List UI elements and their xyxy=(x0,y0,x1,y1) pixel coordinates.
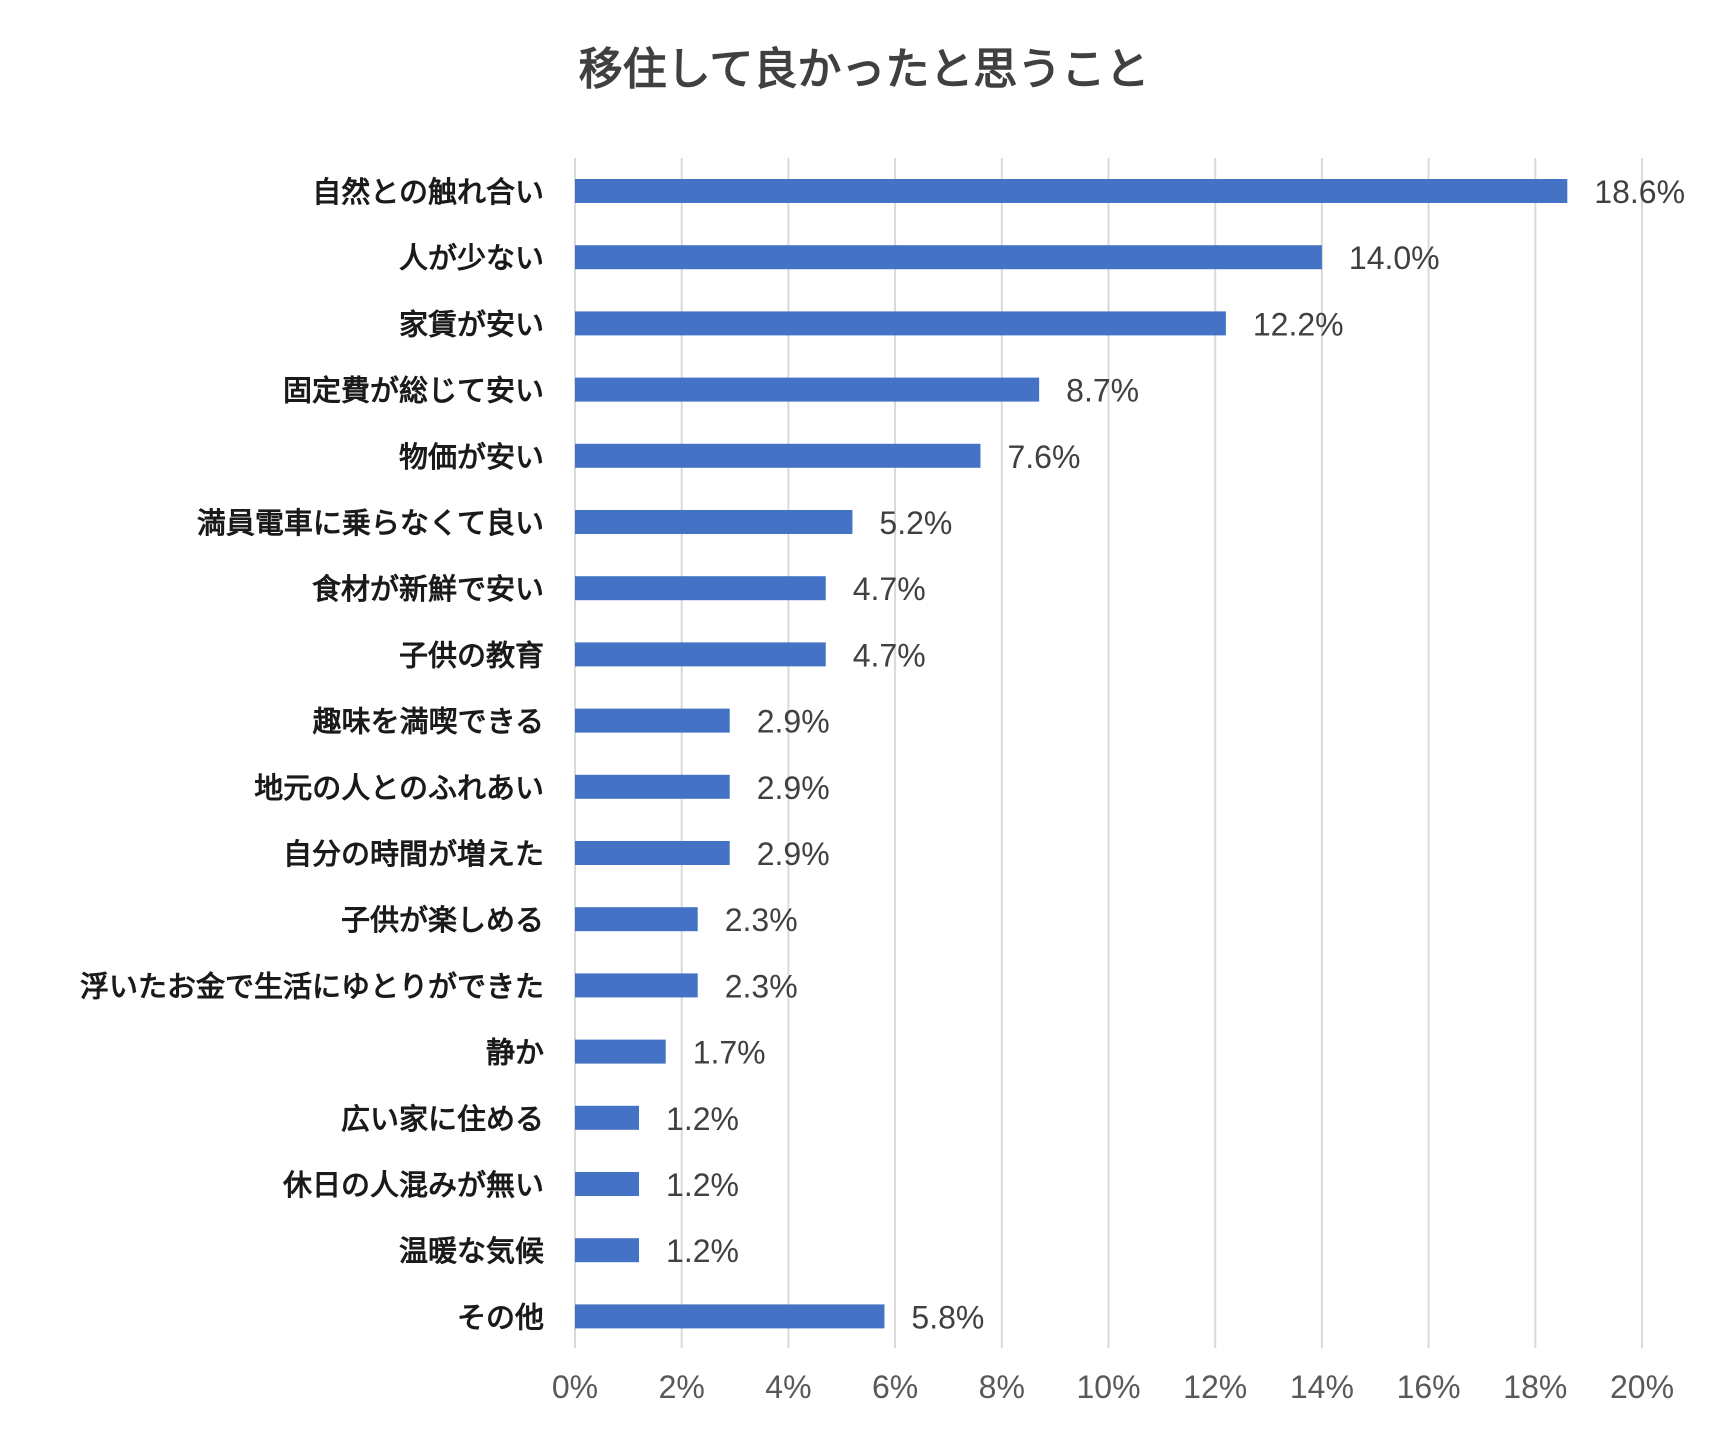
category-label: 地元の人とのふれあい xyxy=(254,771,544,805)
x-tick-label: 18% xyxy=(1503,1369,1567,1405)
data-label: 5.2% xyxy=(879,505,952,541)
category-label: 広い家に住める xyxy=(341,1102,544,1136)
value-labels: 18.6% 14.0%12.2% 8.7% 7.6% 5.2% 4.7% 4.7% 2.9% 2… xyxy=(666,174,1685,1335)
data-label: 1.7% xyxy=(693,1035,766,1071)
data-label: 14.0% xyxy=(1349,240,1440,276)
category-label: 子供の教育 xyxy=(399,638,544,672)
category-label: 満員電車に乗らなくて良い xyxy=(197,506,544,540)
chart-title: 移住して良かったと思うこと xyxy=(579,44,1150,95)
x-axis-tick-labels: 0% 2% 4% 6% 8% 10% 12% 14% 16% 18% 20% xyxy=(552,1369,1674,1405)
category-label: 食材が新鮮で安い xyxy=(312,572,544,606)
bar xyxy=(575,510,853,534)
category-label: 自分の時間が増えた xyxy=(283,837,544,871)
category-label: 静か xyxy=(486,1036,544,1070)
data-label: 4.7% xyxy=(853,571,926,607)
bar xyxy=(575,377,1040,402)
x-tick-label: 14% xyxy=(1290,1369,1354,1405)
x-tick-label: 16% xyxy=(1397,1369,1461,1405)
bar xyxy=(575,1039,666,1064)
bar xyxy=(575,443,981,468)
category-label: 自然との触れ合い xyxy=(312,175,544,209)
category-labels: 自然との触れ合い人が少ない家賃が安い固定費が総じて安い物価が安い満員電車に乗らな… xyxy=(80,175,545,1334)
gridlines xyxy=(574,158,1643,1348)
data-label: 2.3% xyxy=(725,902,798,938)
bar xyxy=(575,311,1226,336)
category-label: 子供が楽しめる xyxy=(341,903,544,937)
x-tick-label: 2% xyxy=(659,1369,705,1405)
data-label: 1.2% xyxy=(666,1167,739,1203)
data-label: 12.2% xyxy=(1253,306,1344,342)
bar xyxy=(575,1105,640,1130)
data-label: 1.2% xyxy=(666,1233,739,1269)
x-tick-label: 10% xyxy=(1076,1369,1140,1405)
data-label: 5.8% xyxy=(911,1299,984,1335)
category-label: 趣味を満喫できる xyxy=(312,705,544,739)
category-label: 物価が安い xyxy=(399,440,544,474)
bar xyxy=(575,774,730,799)
data-label: 4.7% xyxy=(853,637,926,673)
bar xyxy=(575,642,826,667)
data-label: 7.6% xyxy=(1007,439,1080,475)
data-label: 2.3% xyxy=(725,968,798,1004)
category-label: その他 xyxy=(457,1300,544,1334)
x-tick-label: 12% xyxy=(1183,1369,1247,1405)
data-label: 18.6% xyxy=(1594,174,1685,210)
bar xyxy=(575,708,730,733)
x-tick-label: 20% xyxy=(1610,1369,1674,1405)
data-label: 8.7% xyxy=(1066,373,1139,409)
category-label: 固定費が総じて安い xyxy=(283,374,544,408)
data-label: 1.2% xyxy=(666,1101,739,1137)
category-label: 温暖な気候 xyxy=(399,1234,545,1268)
x-tick-label: 8% xyxy=(979,1369,1025,1405)
data-label: 2.9% xyxy=(757,770,830,806)
bar xyxy=(575,1238,640,1263)
x-tick-label: 0% xyxy=(552,1369,598,1405)
category-label: 浮いたお金で生活にゆとりができた xyxy=(80,969,544,1003)
bar xyxy=(575,245,1322,270)
category-label: 人が少ない xyxy=(399,241,544,275)
x-tick-label: 6% xyxy=(872,1369,918,1405)
category-label: 家賃が安い xyxy=(399,307,544,341)
bar xyxy=(575,841,730,865)
bar xyxy=(575,179,1568,203)
data-label: 2.9% xyxy=(757,836,830,872)
data-label: 2.9% xyxy=(757,704,830,740)
bar xyxy=(575,973,698,998)
bar xyxy=(575,907,698,932)
x-tick-label: 4% xyxy=(765,1369,811,1405)
bar xyxy=(575,1304,885,1329)
bar xyxy=(575,1172,640,1196)
category-label: 休日の人混みが無い xyxy=(282,1168,544,1202)
bars xyxy=(575,179,1568,1329)
bar xyxy=(575,576,826,601)
